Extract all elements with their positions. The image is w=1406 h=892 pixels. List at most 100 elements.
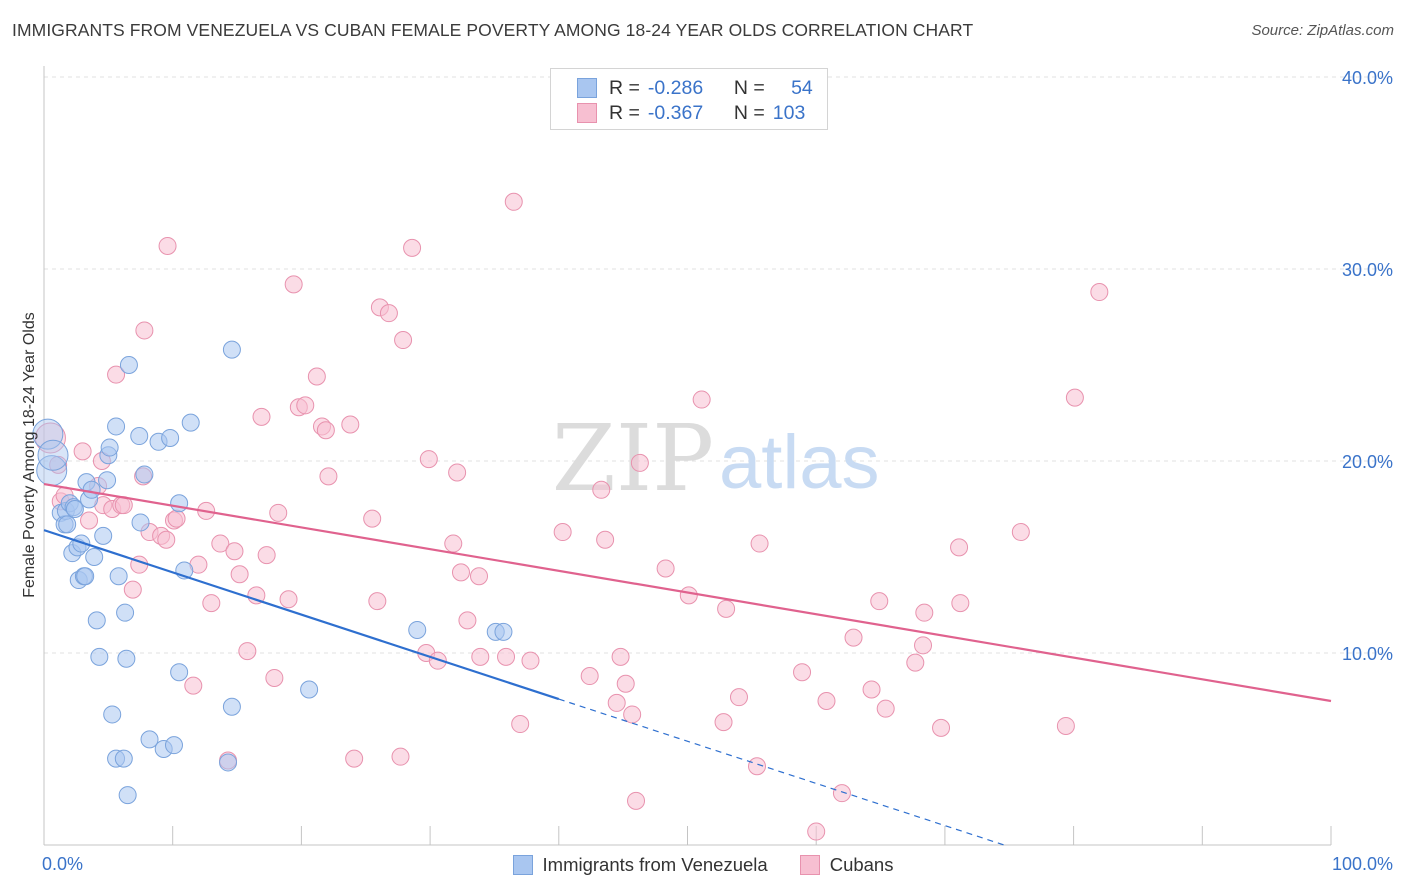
venezuela-point [494,622,513,641]
cubans-point [368,592,387,611]
watermark: ZIP atlas [552,405,880,512]
cubans-point [714,713,733,732]
cubans-point [932,718,951,737]
legend-r-value: -0.286 [647,76,704,99]
legend-n-label: N = [733,101,765,124]
cubans-point [717,599,736,618]
cubans-point [458,611,477,630]
cubans-point [511,715,530,734]
cubans-point [914,636,933,655]
cubans-point [656,559,675,578]
cubans-point [906,653,925,672]
legend-r-label: R = [609,101,640,124]
legend-label-cubans: Cubans [829,854,894,875]
watermark-atlas: atlas [719,420,880,505]
cubans-point [692,390,711,409]
cubans-point [444,534,463,553]
cubans-point [73,442,92,461]
cubans-point [729,688,748,707]
venezuela-point [131,513,150,532]
cubans-point [817,692,836,710]
cubans-point [870,592,889,611]
cubans-point [265,668,284,687]
trend-lines [43,482,1332,846]
chart-title: IMMIGRANTS FROM VENEZUELA VS CUBAN FEMAL… [12,20,974,40]
venezuela-point [76,567,95,586]
cubans-point [793,663,812,682]
venezuela-point [222,697,241,716]
cubans-point [123,580,142,599]
cubans-point [553,523,572,542]
venezuela-point [164,736,183,755]
data-points [32,192,1109,841]
cubans-point [269,503,288,522]
venezuela-point [90,647,109,666]
legend-n-value: 54 [791,76,813,99]
x-tick-label: 100.0% [1332,854,1393,874]
venezuela-point [32,418,64,450]
cubans-point [627,791,646,810]
legend-n-value: 103 [772,101,806,124]
cubans-point [1056,716,1075,735]
cubans-point [950,538,969,557]
cubans-point [630,453,649,472]
venezuela-trend-extension [558,698,1005,846]
cubans-point [202,594,221,613]
cubans-point [862,680,881,699]
cubans-point [238,642,257,661]
venezuela-point [94,526,113,545]
venezuela-point [181,413,200,432]
cubans-point [319,467,338,486]
cubans-point [363,509,382,528]
cubans-point [844,628,863,647]
venezuela-point [140,730,159,749]
cubans-point [451,563,470,582]
legend-item-venezuela[interactable]: Immigrants from Venezuela [512,852,768,878]
y-tick-label: 30.0% [1342,260,1393,280]
legend-item-cubans[interactable]: Cubans [799,852,894,878]
venezuela-trend-line [43,529,560,701]
venezuela-point [109,567,128,586]
stats-legend: R = -0.286 N = 54 R = -0.367 N = 103 [550,68,828,130]
cubans-point [750,534,769,553]
venezuela-point [114,749,133,768]
venezuela-point [85,548,104,566]
cubans-point [296,396,315,415]
cubans-point [623,705,642,724]
cubans-point [80,511,99,530]
cubans-point [391,747,410,766]
cubans-point [167,509,186,528]
cubans-point [211,534,230,553]
cubans-point [419,450,438,469]
cubans-point [607,693,626,712]
venezuela-point [117,649,136,668]
cubans-point [279,590,298,609]
cubans-point [394,331,413,350]
venezuela-point [170,663,189,682]
legend-swatch-venezuela [512,855,533,875]
cubans-point [915,603,934,622]
cubans-point [832,784,851,803]
venezuela-point [116,603,135,622]
tick-labels: 10.0% 20.0% 30.0% 40.0% 0.0% 100.0% [42,68,1393,874]
cubans-point [230,565,249,584]
cubans-point [611,647,630,666]
legend-n-label: N = [733,76,765,99]
cubans-point [379,304,398,323]
cubans-point [184,676,203,695]
cubans-point [596,530,615,549]
venezuela-point [170,494,189,513]
venezuela-point [103,705,122,724]
venezuela-point [219,753,238,772]
venezuela-point [37,439,69,471]
cubans-trend-line [43,482,1332,703]
legend-swatch-venezuela [577,78,597,98]
legend-swatch-cubans [577,103,597,123]
cubans-point [428,651,447,670]
cubans-point [158,236,177,255]
y-tick-label: 40.0% [1342,68,1393,88]
venezuela-point [100,438,119,457]
cubans-point [252,407,271,426]
cubans-point [679,586,698,605]
cubans-point [307,367,326,386]
